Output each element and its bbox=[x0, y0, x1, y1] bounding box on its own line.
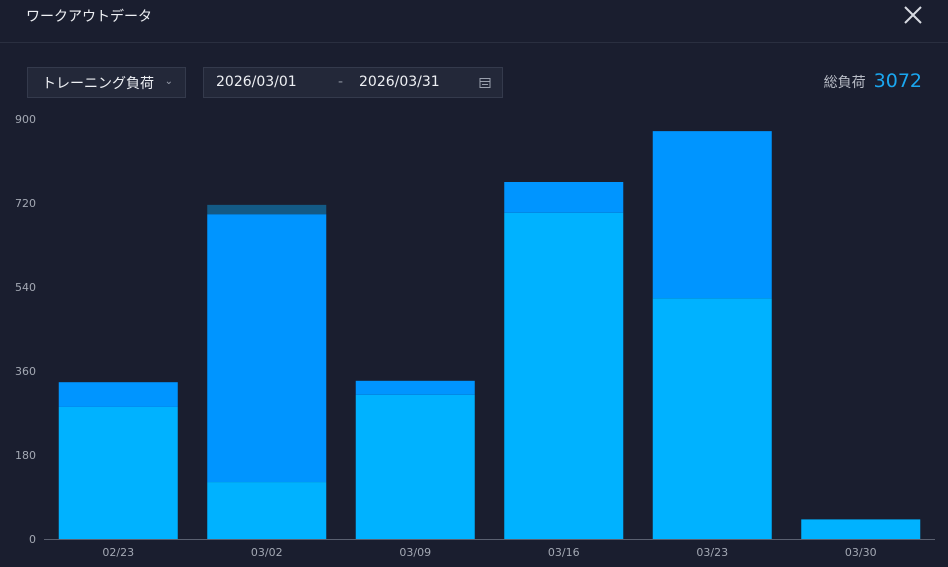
bar-segment bbox=[207, 204, 327, 215]
x-tick-label: 03/30 bbox=[845, 546, 877, 559]
date-range-picker[interactable]: 2026/03/01 - 2026/03/31 bbox=[203, 67, 503, 98]
dialog-title: ワークアウトデータ bbox=[26, 9, 152, 25]
range-separator: - bbox=[338, 74, 344, 90]
y-tick-label: 720 bbox=[15, 197, 36, 210]
y-tick-label: 900 bbox=[15, 113, 36, 126]
bar-segment bbox=[652, 298, 772, 539]
bar-segment bbox=[58, 406, 178, 539]
metric-select[interactable]: トレーニング負荷 ⌄ bbox=[27, 67, 186, 98]
bar-segment bbox=[58, 382, 178, 407]
bar-segment bbox=[504, 182, 624, 213]
bar-segment bbox=[355, 394, 475, 539]
x-tick-label: 03/02 bbox=[251, 546, 283, 559]
y-tick-label: 540 bbox=[15, 281, 36, 294]
y-tick-label: 360 bbox=[15, 365, 36, 378]
bar-segment bbox=[504, 212, 624, 540]
x-tick-label: 02/23 bbox=[102, 546, 134, 559]
bar-segment bbox=[355, 380, 475, 395]
bar-segment bbox=[652, 131, 772, 299]
metric-select-value: トレーニング負荷 bbox=[42, 75, 154, 92]
calendar-icon[interactable] bbox=[479, 77, 491, 89]
total-load-value: 3072 bbox=[873, 70, 922, 92]
bar-segment bbox=[207, 482, 327, 539]
y-tick-label: 180 bbox=[15, 449, 36, 462]
start-date[interactable]: 2026/03/01 bbox=[216, 74, 297, 90]
total-load: 総負荷 3072 bbox=[824, 70, 922, 92]
close-icon[interactable] bbox=[902, 4, 924, 26]
y-tick-label: 0 bbox=[29, 533, 36, 546]
x-tick-label: 03/23 bbox=[696, 546, 728, 559]
chevron-down-icon: ⌄ bbox=[164, 76, 173, 87]
bar-segment bbox=[207, 214, 327, 483]
total-load-label: 総負荷 bbox=[823, 75, 866, 91]
x-tick-label: 03/09 bbox=[399, 546, 431, 559]
bar-segment bbox=[801, 519, 921, 539]
end-date[interactable]: 2026/03/31 bbox=[359, 74, 440, 90]
x-tick-label: 03/16 bbox=[548, 546, 580, 559]
header-divider bbox=[0, 42, 948, 43]
